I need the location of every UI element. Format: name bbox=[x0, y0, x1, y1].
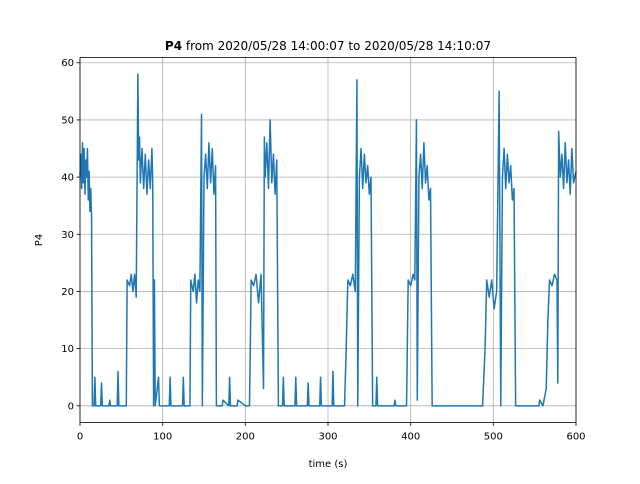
chart-title: P4 from 2020/05/28 14:00:07 to 2020/05/2… bbox=[165, 39, 491, 53]
x-tick-label: 600 bbox=[566, 431, 585, 442]
x-tick-label: 0 bbox=[77, 431, 83, 442]
x-tick-label: 100 bbox=[153, 431, 172, 442]
x-tick-label: 200 bbox=[236, 431, 255, 442]
y-axis-label: P4 bbox=[34, 234, 45, 246]
y-tick-label: 60 bbox=[61, 58, 74, 69]
y-tick-label: 20 bbox=[61, 287, 74, 298]
y-tick-label: 10 bbox=[61, 344, 74, 355]
x-tick-label: 500 bbox=[484, 431, 503, 442]
x-tick-label: 300 bbox=[318, 431, 337, 442]
x-tick-label: 400 bbox=[401, 431, 420, 442]
y-tick-label: 0 bbox=[68, 401, 74, 412]
y-tick-label: 30 bbox=[61, 230, 74, 241]
y-tick-label: 40 bbox=[61, 173, 74, 184]
x-axis-label: time (s) bbox=[309, 459, 348, 470]
title-bold: P4 bbox=[165, 39, 182, 53]
y-tick-label: 50 bbox=[61, 115, 74, 126]
data-line bbox=[79, 73, 577, 407]
plot-frame bbox=[79, 57, 577, 423]
title-rest: from 2020/05/28 14:00:07 to 2020/05/28 1… bbox=[186, 39, 491, 53]
